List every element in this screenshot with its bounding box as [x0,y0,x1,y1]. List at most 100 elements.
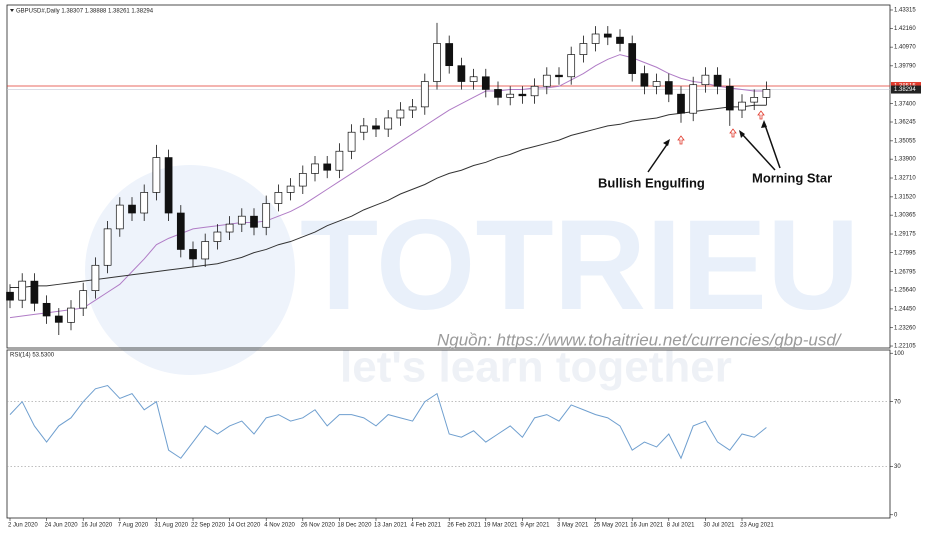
watermark-logo [85,165,295,375]
candle-body [225,223,234,233]
y-tick-label: 70 [894,399,901,405]
x-tick-label: 24 Jun 2020 [45,523,79,529]
candle-body [738,101,746,111]
watermark-brand: TOTRIEU [300,194,859,337]
candle-body [579,43,588,55]
candle-body [762,89,771,98]
annotation: Morning Star [752,170,832,185]
x-tick-label: 3 May 2021 [557,523,589,529]
x-tick-label: 19 Mar 2021 [484,523,518,529]
candle-body [347,131,356,152]
candle-body [420,81,429,108]
chart-title: GBPUSD#,Daily 1.38307 1.38888 1.38261 1.… [16,9,154,15]
candle-body [274,192,283,204]
candle-body [530,85,539,97]
x-tick-label: 14 Oct 2020 [228,523,261,529]
candle-body [469,76,478,82]
candle-body [213,231,222,242]
plot: 1.43315 1.42160 1.40970 1.39790 1.37400 1.362… [6,8,921,529]
candle-body [481,76,490,90]
signals [647,110,781,173]
x-tick-label: 4 Nov 2020 [264,523,295,529]
candle-body [628,43,637,74]
y-tick-label: 1.40970 [894,45,916,51]
candle-body [115,204,124,230]
candle-body [689,84,698,114]
candle-body [494,89,502,98]
candle-body [286,185,295,193]
x-tick-label: 7 Aug 2020 [118,523,149,529]
candle-body [567,54,576,78]
x-tick-label: 16 Jul 2020 [81,523,113,529]
candle-body [103,228,112,266]
x-tick-label: 2 Jun 2020 [8,523,38,529]
x-tick-label: 16 Jun 2021 [630,523,664,529]
y-tick-label: 1.26795 [894,269,916,275]
x-tick-label: 18 Dec 2020 [337,523,372,529]
x-tick-label: 25 May 2021 [594,523,629,529]
candle-body [433,43,441,82]
candle-body [298,173,307,187]
candle-body [323,163,332,171]
y-tick-label: 0 [894,512,898,518]
y-tick-label: 1.43315 [894,8,916,14]
candle-body [359,125,368,133]
y-tick-label: 1.24450 [894,306,916,312]
y-tick-label: 1.30365 [894,213,916,219]
y-tick-label: 1.37400 [894,101,916,107]
annotation-arrow [647,142,669,173]
y-tick-label: 1.33900 [894,157,916,163]
signal-arrow [677,135,685,145]
y-tick-label: 1.31520 [894,194,916,200]
candle-body [152,157,161,193]
candle-body [713,74,722,87]
candle-body [128,204,136,214]
x-tick-label: 9 Apr 2021 [520,523,550,529]
y-tick-label: 1.29175 [894,232,916,238]
x-tick-label: 30 Jul 2021 [703,523,735,529]
candle-body [237,215,246,225]
y-tick-label: 1.39790 [894,63,916,69]
x-tick-label: 13 Jan 2021 [374,523,408,529]
candle-body [42,302,51,317]
menu-icon [10,9,14,12]
candle-body [445,43,454,67]
candle-body [250,215,258,228]
candle-body [640,73,649,87]
candle-body [6,291,14,301]
candle-body [408,106,417,111]
candle-body [335,150,344,171]
current-price-box [891,85,921,94]
candle-body [176,212,185,250]
candle-body [140,192,149,214]
signal-arrow [729,128,737,138]
candle-body [30,280,39,304]
x-tick-label: 4 Feb 2021 [411,523,442,529]
candle-body [725,85,734,111]
arrow-head [739,130,745,138]
candle-body [457,65,466,82]
candle-body [518,93,527,97]
y-tick-label: 1.22105 [894,344,916,350]
candle-body [262,203,271,228]
y-tick-label: 1.42160 [894,26,916,32]
x-tick-label: 22 Sep 2020 [191,523,226,529]
candle-body [506,93,515,98]
annotation-arrow [764,124,781,169]
moving-average [10,104,767,288]
rsi-title: RSI(14) 53.5300 [10,353,55,359]
candle-body [396,109,405,119]
x-tick-label: 23 Aug 2021 [740,523,774,529]
candle-body [372,125,380,130]
candle-body [54,315,63,323]
candle-body [616,36,624,44]
candle-body [67,307,75,323]
candle-body [91,264,100,291]
candle-body [164,157,173,214]
x-tick-label: 26 Nov 2020 [301,523,336,529]
y-tick-label: 1.35055 [894,138,916,144]
x-tick-label: 26 Feb 2021 [447,523,481,529]
candle-body [189,249,197,260]
annotation: Bullish Engulfing [598,175,705,190]
